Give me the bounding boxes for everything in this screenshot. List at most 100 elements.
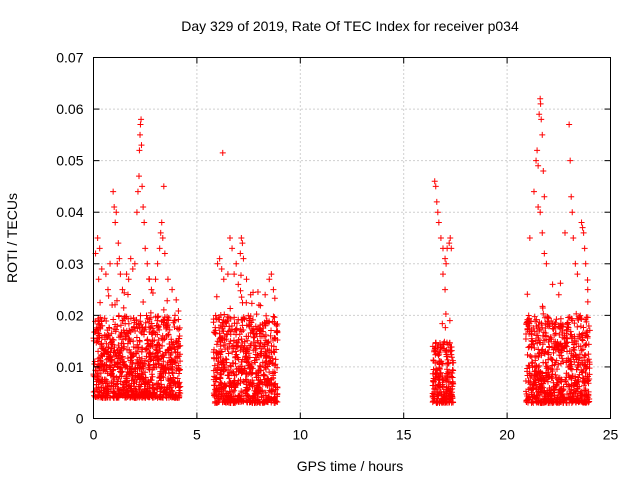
data-point bbox=[435, 381, 442, 388]
data-point bbox=[576, 371, 583, 378]
data-point bbox=[433, 369, 440, 376]
data-point bbox=[584, 277, 591, 284]
data-point bbox=[446, 392, 453, 399]
data-point bbox=[163, 320, 170, 327]
data-point bbox=[532, 379, 539, 386]
data-point bbox=[135, 392, 142, 399]
data-point bbox=[219, 328, 226, 335]
data-point bbox=[227, 327, 234, 334]
data-point bbox=[529, 382, 536, 389]
data-point bbox=[270, 286, 277, 293]
data-point bbox=[140, 376, 147, 383]
data-point bbox=[274, 328, 281, 335]
data-point bbox=[540, 399, 547, 406]
data-point bbox=[432, 344, 439, 351]
data-point bbox=[142, 346, 149, 353]
data-point bbox=[104, 349, 111, 356]
data-point bbox=[112, 321, 119, 328]
data-point bbox=[439, 375, 446, 382]
data-point bbox=[130, 338, 137, 345]
data-point bbox=[214, 360, 221, 367]
data-point bbox=[150, 385, 157, 392]
data-point bbox=[548, 365, 555, 372]
data-point bbox=[94, 235, 101, 241]
data-point bbox=[442, 311, 449, 317]
data-point bbox=[106, 353, 113, 360]
data-point bbox=[557, 280, 564, 287]
data-point bbox=[111, 347, 118, 354]
data-point bbox=[442, 372, 449, 379]
data-point bbox=[262, 332, 269, 339]
data-point bbox=[529, 338, 536, 345]
data-point bbox=[246, 321, 253, 328]
data-point bbox=[147, 309, 154, 316]
data-point bbox=[541, 393, 548, 400]
data-point bbox=[153, 364, 160, 371]
x-tick-label: 25 bbox=[603, 427, 619, 443]
data-point bbox=[152, 353, 159, 360]
data-point bbox=[582, 363, 589, 370]
data-point bbox=[268, 387, 275, 394]
data-point bbox=[271, 295, 278, 302]
data-point bbox=[154, 323, 161, 330]
data-point bbox=[545, 351, 552, 358]
data-point bbox=[524, 326, 531, 333]
data-point bbox=[175, 384, 182, 391]
data-point bbox=[447, 370, 454, 377]
data-point bbox=[554, 366, 561, 373]
data-point bbox=[578, 315, 585, 322]
data-point bbox=[543, 365, 550, 372]
data-point bbox=[549, 371, 556, 378]
data-point bbox=[568, 193, 575, 200]
data-point bbox=[103, 348, 110, 355]
data-point bbox=[533, 157, 540, 164]
x-tick-label: 5 bbox=[193, 427, 201, 443]
data-point bbox=[433, 198, 440, 205]
data-point bbox=[218, 371, 225, 378]
data-point bbox=[164, 359, 171, 366]
data-point bbox=[229, 349, 236, 356]
data-point bbox=[222, 382, 229, 389]
data-point bbox=[127, 385, 134, 392]
data-point bbox=[233, 325, 240, 332]
data-point bbox=[580, 229, 587, 236]
data-point bbox=[117, 349, 124, 356]
data-point bbox=[539, 305, 546, 312]
data-point bbox=[116, 255, 123, 262]
data-point bbox=[126, 370, 133, 377]
data-point bbox=[554, 394, 561, 401]
data-point bbox=[254, 386, 261, 393]
data-point bbox=[124, 388, 131, 395]
data-point bbox=[231, 372, 238, 379]
data-point bbox=[229, 388, 236, 395]
data-point bbox=[93, 324, 100, 331]
data-point bbox=[560, 358, 567, 365]
data-point bbox=[574, 385, 581, 392]
data-point bbox=[143, 312, 150, 319]
data-point bbox=[173, 296, 180, 303]
data-point bbox=[579, 346, 586, 353]
y-axis-label: ROTI / TECUs bbox=[4, 193, 20, 283]
data-point bbox=[239, 397, 246, 404]
data-point bbox=[545, 339, 552, 346]
data-point bbox=[266, 276, 273, 283]
data-point bbox=[91, 361, 98, 368]
data-point bbox=[216, 324, 223, 331]
data-point bbox=[171, 346, 178, 353]
data-point bbox=[542, 348, 549, 355]
data-point bbox=[167, 351, 174, 358]
data-point bbox=[268, 271, 275, 278]
y-tick-label: 0.02 bbox=[56, 307, 83, 323]
data-point bbox=[248, 340, 255, 347]
data-point bbox=[574, 271, 581, 278]
data-point bbox=[98, 318, 105, 325]
data-point bbox=[149, 337, 156, 344]
data-point bbox=[269, 318, 276, 325]
data-point bbox=[221, 398, 228, 405]
data-point bbox=[103, 340, 110, 347]
data-point bbox=[270, 313, 277, 320]
data-point bbox=[233, 382, 240, 389]
data-point bbox=[97, 391, 104, 398]
data-point bbox=[94, 376, 101, 383]
